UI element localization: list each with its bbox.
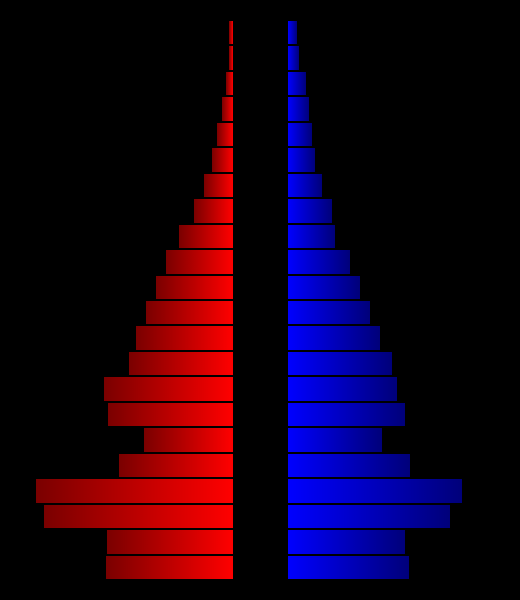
- pyramid-right-bar: [288, 275, 361, 300]
- pyramid-left-bar: [145, 300, 233, 325]
- pyramid-left-bar: [155, 275, 233, 300]
- pyramid-left-bar: [35, 478, 233, 503]
- pyramid-left-bar: [107, 402, 233, 427]
- pyramid-left-bar: [118, 453, 233, 478]
- pyramid-right-bar: [288, 529, 406, 554]
- pyramid-right-bar: [288, 300, 371, 325]
- pyramid-left-bar: [165, 249, 233, 274]
- pyramid-left-bar: [135, 325, 233, 350]
- pyramid-right-bar: [288, 453, 411, 478]
- pyramid-left-bar: [228, 20, 233, 45]
- pyramid-left-bar: [193, 198, 233, 223]
- pyramid-right-bar: [288, 478, 463, 503]
- pyramid-right-bar: [288, 45, 300, 70]
- pyramid-left-bar: [106, 529, 233, 554]
- pyramid-right-bar: [288, 427, 383, 452]
- pyramid-left-bar: [128, 351, 233, 376]
- pyramid-left-bar: [105, 555, 233, 580]
- pyramid-left-bar: [216, 122, 233, 147]
- pyramid-right-bar: [288, 198, 333, 223]
- pyramid-right-bar: [288, 71, 307, 96]
- pyramid-right-bar: [288, 122, 313, 147]
- pyramid-right-bar: [288, 555, 410, 580]
- pyramid-left-bar: [203, 173, 233, 198]
- pyramid-right-bar: [288, 173, 323, 198]
- pyramid-right-bar: [288, 147, 316, 172]
- pyramid-left-bar: [178, 224, 233, 249]
- population-pyramid: [0, 0, 520, 600]
- pyramid-right-bar: [288, 249, 351, 274]
- pyramid-right-bar: [288, 351, 393, 376]
- pyramid-left-bar: [143, 427, 233, 452]
- pyramid-right-bar: [288, 96, 310, 121]
- pyramid-left-bar: [225, 71, 233, 96]
- pyramid-right-bar: [288, 402, 406, 427]
- pyramid-left-bar: [211, 147, 233, 172]
- pyramid-right-bar: [288, 20, 298, 45]
- pyramid-right-bar: [288, 224, 336, 249]
- pyramid-right-bar: [288, 325, 381, 350]
- pyramid-left-bar: [228, 45, 233, 70]
- pyramid-right-bar: [288, 504, 451, 529]
- pyramid-right-bar: [288, 376, 398, 401]
- pyramid-left-bar: [221, 96, 233, 121]
- pyramid-left-bar: [103, 376, 233, 401]
- pyramid-left-bar: [43, 504, 233, 529]
